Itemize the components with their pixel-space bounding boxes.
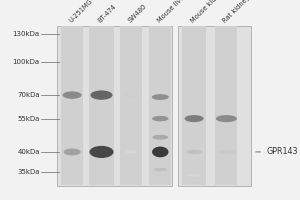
Ellipse shape — [62, 91, 82, 99]
Ellipse shape — [91, 90, 112, 100]
Text: 35kDa: 35kDa — [17, 169, 40, 175]
Text: 100kDa: 100kDa — [13, 59, 40, 65]
Ellipse shape — [64, 149, 81, 155]
Bar — [149, 26, 171, 185]
Text: U-251MG: U-251MG — [68, 0, 94, 24]
Bar — [61, 26, 83, 185]
Ellipse shape — [216, 115, 237, 122]
Text: GPR143: GPR143 — [256, 147, 298, 156]
Ellipse shape — [188, 174, 201, 177]
Text: 40kDa: 40kDa — [17, 149, 40, 155]
Ellipse shape — [153, 168, 167, 171]
Text: 70kDa: 70kDa — [17, 92, 40, 98]
Bar — [57, 26, 172, 186]
Ellipse shape — [125, 93, 137, 97]
Ellipse shape — [184, 115, 204, 122]
Text: Mouse liver: Mouse liver — [156, 0, 187, 24]
Ellipse shape — [152, 94, 169, 100]
Text: SW480: SW480 — [127, 3, 147, 24]
Ellipse shape — [218, 150, 235, 154]
Ellipse shape — [154, 174, 167, 177]
Ellipse shape — [152, 147, 169, 157]
Text: 55kDa: 55kDa — [17, 116, 40, 122]
Bar — [215, 26, 238, 185]
Ellipse shape — [152, 135, 168, 140]
Bar — [89, 26, 114, 185]
Bar — [120, 26, 142, 185]
Bar — [182, 26, 206, 185]
Text: 130kDa: 130kDa — [13, 31, 40, 37]
Ellipse shape — [89, 146, 113, 158]
Text: BT-474: BT-474 — [97, 3, 118, 24]
Ellipse shape — [187, 150, 202, 154]
Ellipse shape — [152, 116, 169, 121]
Text: Mouse kidney: Mouse kidney — [190, 0, 226, 24]
Bar — [178, 26, 251, 186]
Ellipse shape — [125, 150, 136, 154]
Text: Rat kidney: Rat kidney — [222, 0, 252, 24]
